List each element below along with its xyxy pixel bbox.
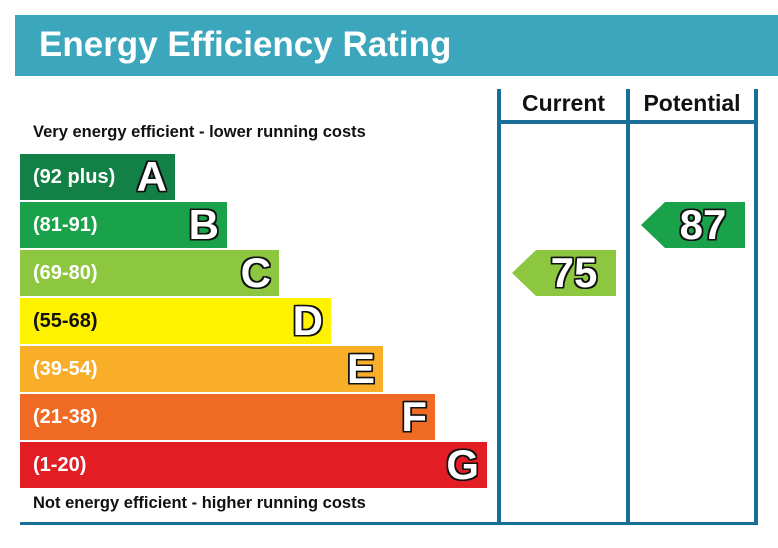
band-letter: A: [136, 153, 167, 200]
rating-arrow-potential: [641, 202, 745, 248]
band-letter: F: [401, 393, 427, 440]
header-banner: Energy Efficiency Rating: [15, 15, 778, 76]
rating-arrow-current: [512, 250, 616, 296]
band-range-label: (55-68): [33, 310, 98, 332]
current-column-header: Current: [521, 90, 606, 116]
band-d: (55-68) D: [20, 297, 331, 344]
band-c: (69-80) C: [20, 249, 279, 296]
band-letter: E: [346, 345, 375, 392]
band-letter: B: [188, 201, 219, 248]
rating-arrow-shape: [641, 202, 745, 248]
top-caption: Very energy efficient - lower running co…: [33, 123, 366, 141]
bottom-caption: Not energy efficient - higher running co…: [33, 494, 366, 512]
rating-arrow-shape: [512, 250, 616, 296]
potential-column-header: Potential: [643, 90, 741, 116]
page-title: Energy Efficiency Rating: [39, 25, 452, 64]
band-e: (39-54) E: [20, 345, 383, 392]
frame-middle-line: [626, 89, 630, 525]
frame-right-line: [754, 89, 758, 525]
band-a: (92 plus) A: [20, 153, 175, 200]
band-letter: C: [240, 249, 271, 296]
frame-bottom-line: [20, 522, 758, 525]
rating-value-current: 75: [550, 249, 598, 296]
rating-value-potential: 87: [679, 201, 727, 248]
band-range-label: (81-91): [33, 214, 98, 236]
band-letter: D: [292, 297, 323, 344]
frame-left-line: [497, 89, 501, 525]
band-range-label: (1-20): [33, 454, 87, 476]
band-b: (81-91) B: [20, 201, 227, 248]
band-range-label: (92 plus): [33, 166, 116, 188]
frame-header-divider: [497, 120, 758, 124]
band-range-label: (21-38): [33, 406, 98, 428]
band-range-label: (39-54): [33, 358, 98, 380]
band-range-label: (69-80): [33, 262, 98, 284]
band-g: (1-20) G: [20, 441, 487, 488]
band-letter: G: [446, 441, 479, 488]
band-f: (21-38) F: [20, 393, 435, 440]
